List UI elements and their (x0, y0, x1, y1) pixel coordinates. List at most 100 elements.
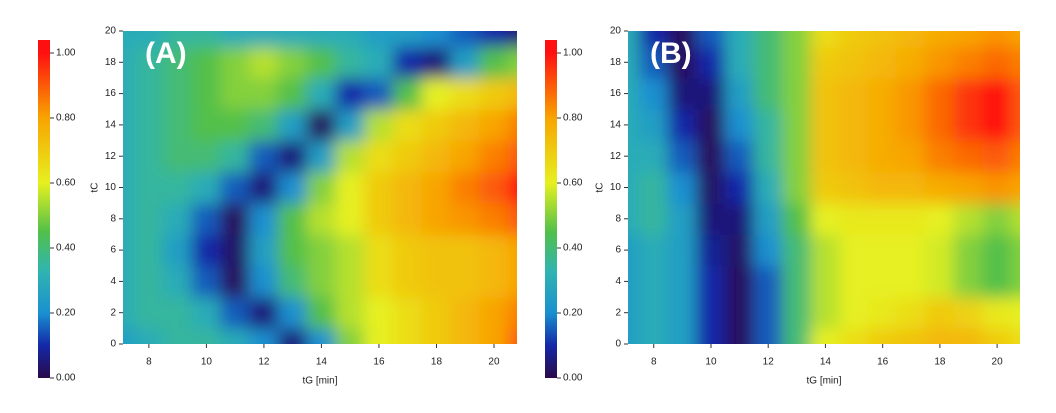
heatmap-cell (696, 171, 726, 204)
heatmap-cell (450, 265, 481, 298)
colorbar-tick-label: 0.80 (563, 113, 583, 124)
heatmap-cell (249, 31, 279, 48)
y-tick-label: 20 (105, 26, 117, 37)
heatmap-cell (982, 296, 1012, 329)
heatmap-cell (982, 265, 1012, 298)
heatmap-cell (392, 46, 423, 79)
heatmap-cell (953, 202, 984, 235)
heatmap-cell (277, 46, 308, 79)
heatmap-cells (628, 31, 1020, 344)
heatmap-cell (134, 265, 164, 298)
heatmap-cell (421, 108, 452, 142)
heatmap-cell (696, 265, 726, 298)
heatmap-cell (450, 77, 481, 110)
heatmap-cell (191, 296, 222, 329)
chart-panel: 0.00 0.20 0.40 0.60 0.80 1.00 8 10 12 14 16 18 20 0 2 4… (545, 26, 1020, 387)
heatmap-cell (1010, 31, 1020, 48)
heatmap-cell (839, 46, 869, 79)
heatmap-cell (479, 327, 509, 344)
heatmap-cell (638, 327, 669, 344)
y-tick-label: 0 (110, 339, 116, 350)
colorbar (38, 40, 50, 378)
heatmap-cell (450, 327, 481, 344)
heatmap-cell (753, 233, 784, 267)
heatmap-cell (782, 140, 812, 173)
heatmap-cell (335, 46, 366, 79)
heatmap-cell (220, 108, 251, 142)
heatmap-cell (953, 140, 984, 173)
heatmap-cell (867, 77, 898, 110)
heatmap-cell (220, 233, 251, 267)
heatmap-cell (364, 77, 394, 110)
colorbar-tick-label: 0.20 (563, 308, 583, 319)
heatmap-cell (724, 327, 755, 344)
heatmap-cell (628, 108, 640, 142)
heatmap-cell (839, 233, 869, 267)
y-tick-label: 8 (110, 213, 116, 224)
colorbar-tick-label: 1.00 (56, 48, 76, 59)
heatmap-cell (123, 140, 136, 173)
heatmap-cell (982, 327, 1012, 344)
heatmap-cell (753, 46, 784, 79)
heatmap-cell (628, 31, 640, 48)
heatmap-cell (1010, 77, 1020, 110)
heatmap-cell (1010, 265, 1020, 298)
heatmap-cell (220, 265, 251, 298)
y-tick-label: 4 (615, 276, 621, 287)
y-tick-label: 0 (615, 339, 621, 350)
x-tick-label: 20 (992, 357, 1004, 368)
colorbar-tick-label: 0.40 (563, 243, 583, 254)
heatmap-cell (479, 296, 509, 329)
heatmap-cell (364, 31, 394, 48)
heatmap-cell (134, 233, 164, 267)
heatmap-cell (925, 46, 955, 79)
heatmap-cell (839, 171, 869, 204)
colorbar-tick-label: 1.00 (563, 48, 583, 59)
heatmap-cell (839, 31, 869, 48)
y-axis-label: tC (595, 183, 606, 193)
heatmap-cell (782, 171, 812, 204)
heatmap-cell (1010, 233, 1020, 267)
heatmap-cell (638, 77, 669, 110)
chart-panel: 0.00 0.20 0.40 0.60 0.80 1.00 8 10 12 14 16 18 20 0 2 4… (38, 26, 517, 387)
heatmap-cell (867, 233, 898, 267)
heatmap-cell (450, 46, 481, 79)
heatmap-cell (507, 31, 517, 48)
heatmap-cell (896, 108, 927, 142)
heatmap-cell (810, 202, 841, 235)
colorbar-tick-label: 0.80 (56, 113, 76, 124)
x-tick-label: 16 (373, 357, 385, 368)
heatmap-cell (896, 77, 927, 110)
heatmap-cell (753, 140, 784, 173)
heatmap-cell (335, 77, 366, 110)
heatmap-cell (162, 31, 193, 48)
heatmap-cell (392, 171, 423, 204)
heatmap-cell (867, 296, 898, 329)
heatmap-cell (839, 327, 869, 344)
heatmap-cell (839, 296, 869, 329)
heatmap-cell (421, 202, 452, 235)
heatmap-cell (628, 233, 640, 267)
y-tick-label: 6 (110, 245, 116, 256)
heatmap-cell (628, 140, 640, 173)
heatmap-cell (810, 31, 841, 48)
heatmap-cell (628, 296, 640, 329)
heatmap-cell (638, 296, 669, 329)
heatmap-cell (953, 327, 984, 344)
y-tick-label: 20 (610, 26, 622, 37)
heatmap-cell (306, 77, 337, 110)
heatmap-cell (450, 296, 481, 329)
heatmap-cell (220, 296, 251, 329)
colorbar-tick-label: 0.20 (56, 308, 76, 319)
heatmap-cell (810, 108, 841, 142)
heatmap-cell (667, 296, 698, 329)
x-tick-label: 10 (705, 357, 717, 368)
heatmap-cell (810, 327, 841, 344)
heatmap-cell (249, 171, 279, 204)
heatmap-cell (953, 31, 984, 48)
heatmap-cell (839, 265, 869, 298)
y-tick-label: 4 (110, 276, 116, 287)
heatmap-cell (896, 296, 927, 329)
heatmap-cell (162, 233, 193, 267)
